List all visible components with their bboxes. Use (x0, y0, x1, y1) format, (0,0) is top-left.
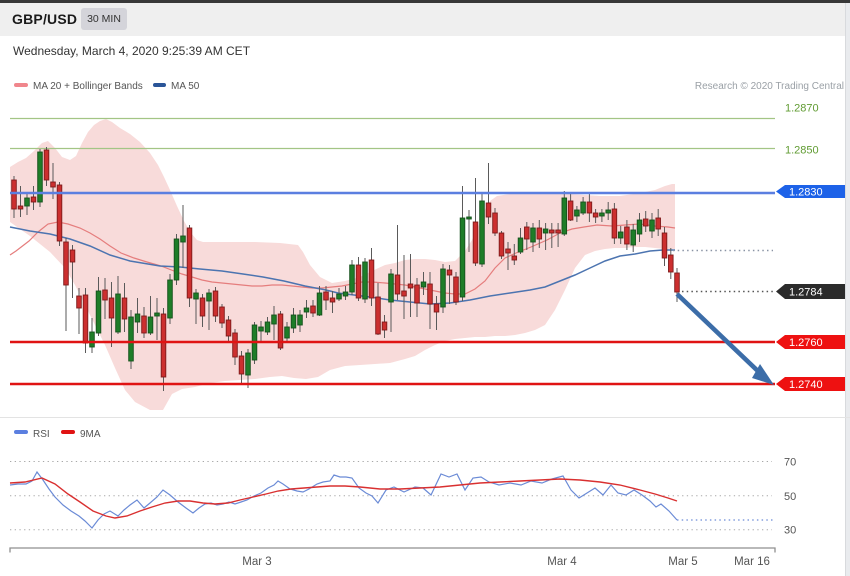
svg-text:1.2740: 1.2740 (789, 379, 823, 391)
svg-text:1.2830: 1.2830 (789, 187, 823, 199)
svg-text:RSI: RSI (33, 429, 50, 440)
svg-text:Mar 3: Mar 3 (242, 556, 271, 568)
svg-text:9MA: 9MA (80, 429, 101, 440)
svg-text:1.2850: 1.2850 (785, 145, 819, 157)
svg-text:Mar 4: Mar 4 (547, 556, 577, 568)
svg-text:Mar 16: Mar 16 (734, 556, 770, 568)
svg-text:50: 50 (784, 491, 796, 503)
svg-text:30: 30 (784, 525, 796, 537)
svg-text:70: 70 (784, 457, 796, 469)
svg-text:1.2760: 1.2760 (789, 337, 823, 349)
svg-text:1.2870: 1.2870 (785, 103, 819, 115)
svg-text:1.2784: 1.2784 (789, 287, 823, 299)
svg-text:Mar 5: Mar 5 (668, 556, 697, 568)
